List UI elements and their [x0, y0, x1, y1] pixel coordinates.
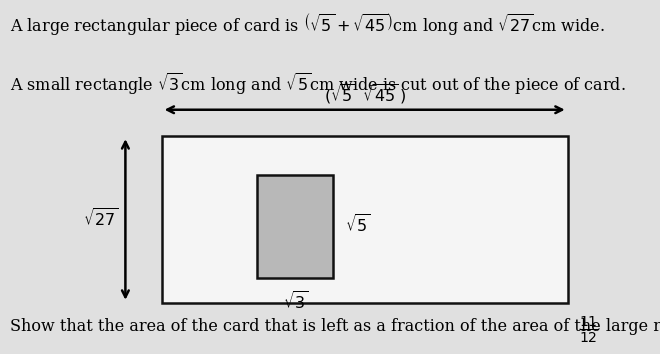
Text: A large rectangular piece of card is $\left(\sqrt{5}+\sqrt{45}\right)$cm long an: A large rectangular piece of card is $\l… [10, 11, 605, 36]
Text: $\sqrt{3}$: $\sqrt{3}$ [282, 292, 308, 314]
Text: $\frac{11}{12}$: $\frac{11}{12}$ [579, 315, 599, 345]
Text: $\sqrt{27}$: $\sqrt{27}$ [83, 209, 119, 230]
Bar [257, 175, 333, 278]
Text: Show that the area of the card that is left as a fraction of the area of the lar: Show that the area of the card that is l… [10, 318, 660, 335]
Text: A small rectangle $\sqrt{3}$cm long and $\sqrt{5}$cm wide is cut out of the piec: A small rectangle $\sqrt{3}$cm long and … [10, 71, 626, 97]
Text: $\sqrt{5}$: $\sqrt{5}$ [345, 215, 371, 237]
Bar [162, 136, 568, 303]
Text: $(\sqrt{5}\;\;\sqrt{45}\,)$: $(\sqrt{5}\;\;\sqrt{45}\,)$ [323, 82, 406, 106]
